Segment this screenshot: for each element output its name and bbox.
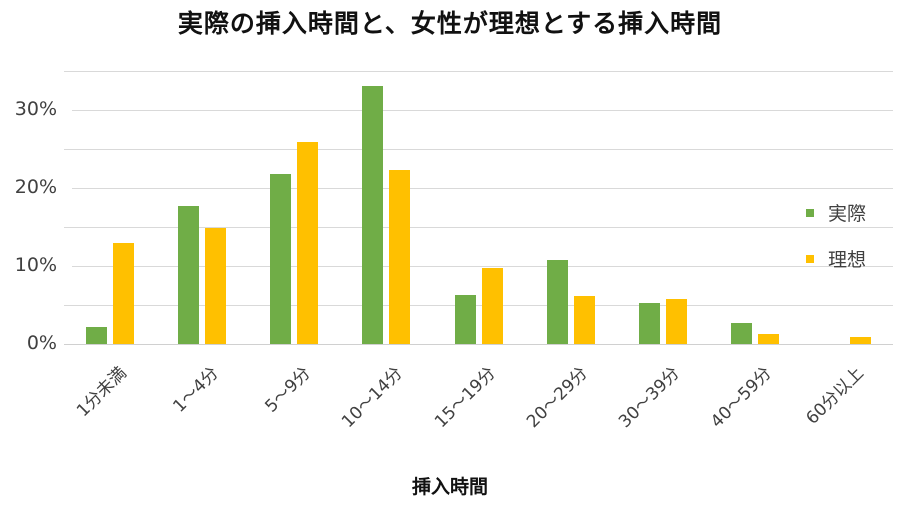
legend-swatch-actual-icon [806, 208, 814, 217]
bar-actual[interactable] [731, 323, 752, 344]
x-tick-label: 60分以上 [802, 363, 868, 429]
bar-ideal[interactable] [205, 228, 226, 344]
x-tick-label: 40～59分 [707, 363, 776, 432]
legend-label-ideal: 理想 [828, 249, 867, 271]
bar-actual[interactable] [270, 174, 291, 344]
gridline [64, 227, 893, 228]
gridline [64, 305, 893, 306]
gridline [72, 188, 893, 189]
x-tick-label: 30～39分 [615, 363, 684, 432]
bar-ideal[interactable] [850, 337, 871, 344]
bar-actual[interactable] [86, 327, 107, 344]
y-tick-label: 10% [14, 254, 57, 276]
y-tick-label: 30% [14, 98, 57, 120]
bar-ideal[interactable] [666, 299, 687, 344]
bar-ideal[interactable] [113, 243, 134, 344]
bar-actual[interactable] [639, 303, 660, 344]
bar-ideal[interactable] [574, 296, 595, 344]
x-axis-line [64, 344, 893, 345]
x-tick-label: 10～14分 [338, 363, 407, 432]
chart-title: 実際の挿入時間と、女性が理想とする挿入時間 [177, 9, 723, 38]
bar-ideal[interactable] [758, 334, 779, 344]
y-tick-label: 20% [14, 176, 57, 198]
x-tick-label: 15～19分 [431, 363, 500, 432]
x-tick-label: 20～29分 [523, 363, 592, 432]
x-tick-label: 1～4分 [169, 363, 223, 417]
x-tick-label: 5～9分 [261, 363, 315, 417]
bar-ideal[interactable] [297, 142, 318, 344]
legend-item-ideal[interactable]: 理想 [806, 245, 866, 272]
y-tick-label: 0% [26, 332, 57, 354]
bar-ideal[interactable] [389, 170, 410, 344]
bar-actual[interactable] [455, 295, 476, 344]
bar-ideal[interactable] [482, 268, 503, 344]
legend-label-actual: 実際 [828, 203, 867, 225]
legend-swatch-ideal-icon [806, 254, 814, 263]
bar-actual[interactable] [178, 206, 199, 344]
x-tick-label: 1分未満 [72, 363, 131, 422]
gridline [72, 266, 893, 267]
gridline [72, 110, 893, 111]
bar-actual[interactable] [547, 260, 568, 344]
bar-actual[interactable] [362, 86, 383, 344]
gridline [64, 71, 893, 72]
x-axis-title: 挿入時間 [411, 476, 488, 498]
gridline [64, 149, 893, 150]
legend-item-actual[interactable]: 実際 [806, 199, 866, 226]
